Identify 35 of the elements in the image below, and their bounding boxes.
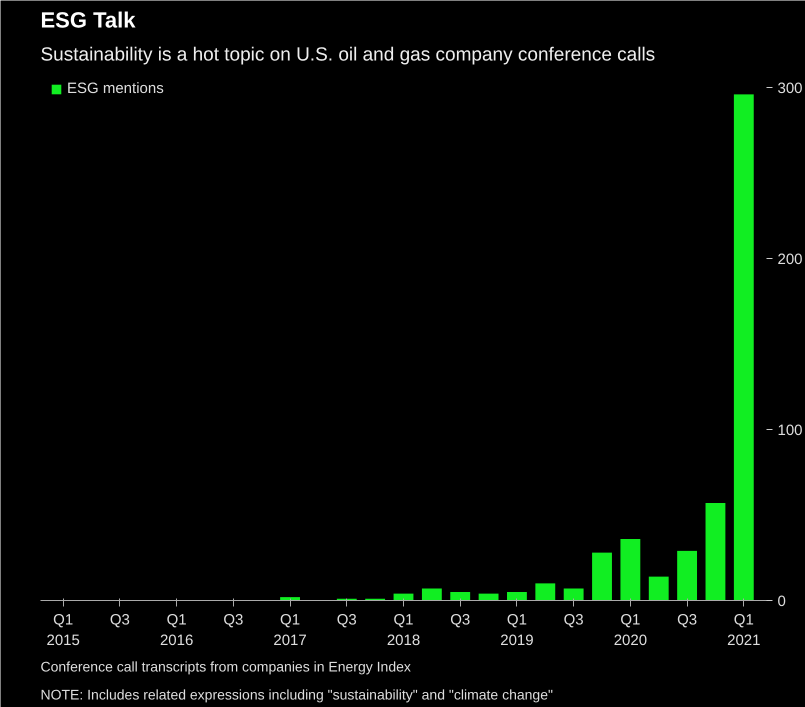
x-tick-label: Q1 2018	[386, 612, 420, 649]
x-tick-label: Q1 2017	[273, 612, 307, 649]
y-tick-label: 0	[778, 593, 786, 610]
text: NOTE: Includes related expressions including "sustainability" and "climate change"	[40, 686, 554, 702]
bar	[507, 592, 527, 600]
y-tick-label: 300	[778, 80, 803, 98]
y-tick-label: 200	[778, 251, 803, 268]
x-tick-label: Q3	[677, 612, 698, 628]
bar	[564, 588, 584, 600]
x-tick-label: Q3	[564, 612, 584, 628]
chart-subtitle: Sustainability is a hot topic on U.S. oil and gas company conference calls	[40, 44, 656, 66]
chart-title: ESG Talk	[40, 8, 136, 32]
bar	[706, 503, 726, 600]
bar	[450, 592, 470, 600]
x-tick-label: Q1 2016	[160, 612, 194, 649]
bar	[734, 94, 754, 600]
bar	[478, 594, 499, 600]
bar	[535, 583, 556, 600]
x-tick-label: Q1 2015	[46, 612, 80, 649]
bar	[677, 550, 698, 600]
x-tick-label: Q1 2019	[500, 612, 534, 649]
x-tick-label: Q3	[336, 612, 357, 628]
x-tick-label: Q1 2020	[614, 612, 648, 649]
bar	[620, 538, 640, 600]
bar	[394, 594, 414, 600]
x-tick-label: Q3	[223, 612, 244, 628]
x-tick-label: Q3	[110, 612, 130, 628]
bar	[648, 576, 669, 600]
x-tick-label: Q1 2021	[727, 612, 761, 649]
y-tick-label: 100	[778, 422, 803, 440]
bar	[592, 552, 612, 600]
bar	[422, 588, 442, 600]
x-tick-label: Q3	[450, 612, 470, 628]
text: Conference call transcripts from companies in Energy Index	[40, 658, 411, 674]
legend-label: ESG mentions	[67, 80, 164, 97]
